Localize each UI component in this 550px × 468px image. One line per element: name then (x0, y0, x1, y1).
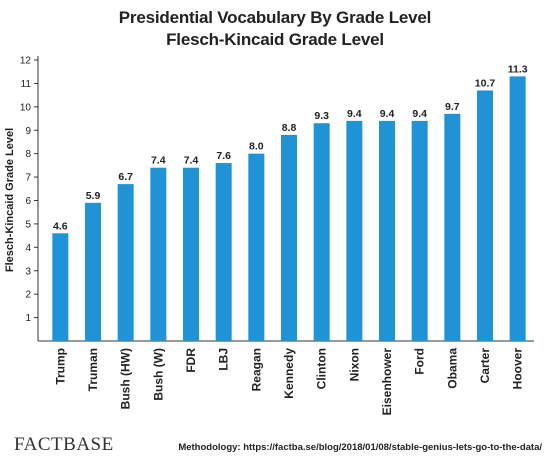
bar (346, 120, 363, 341)
bar (379, 120, 395, 341)
bar (411, 120, 428, 341)
bar (477, 90, 493, 341)
bar (313, 123, 330, 341)
chart-subtitle: Flesch-Kincaid Grade Level (166, 30, 384, 49)
x-tick-label: FDR (184, 348, 198, 373)
y-tick-label: 2 (25, 290, 31, 301)
y-tick-label: 5 (25, 219, 31, 230)
y-tick-label: 6 (25, 196, 31, 207)
x-tick-label: Kennedy (282, 348, 296, 399)
value-label: 9.4 (412, 108, 427, 120)
x-tick-label: Carter (478, 348, 492, 384)
bar (281, 134, 297, 341)
value-label: 11.3 (508, 63, 528, 75)
x-tick-label: Reagan (249, 348, 263, 391)
y-tick-label: 10 (20, 102, 32, 113)
value-label: 7.4 (151, 155, 166, 167)
y-tick-label: 8 (25, 149, 31, 160)
x-tick-label: LBJ (217, 348, 231, 371)
x-tick-label: Ford (413, 348, 427, 375)
value-label: 5.9 (86, 190, 101, 202)
value-label: 7.4 (184, 155, 199, 167)
bar (248, 153, 265, 341)
x-tick-label: Trump (53, 348, 67, 385)
x-tick-label: Hoover (511, 348, 525, 390)
value-labels: 4.6 5.9 6.7 7.4 7.4 7.6 8.0 8.8 9.3 9.4 9.4 9.4 9.7 1… (53, 63, 528, 232)
y-tick-label: 11 (21, 79, 32, 90)
value-label: 8.8 (282, 122, 297, 134)
value-label: 4.6 (53, 220, 68, 232)
x-tick-label: Bush (W) (151, 348, 165, 401)
bars (52, 76, 526, 342)
value-label: 8.0 (249, 141, 264, 153)
y-tick-label: 12 (20, 56, 32, 67)
bar (215, 163, 232, 341)
x-tick-label: Nixon (347, 348, 361, 381)
methodology-note: Methodology: https://factba.se/blog/2018… (178, 442, 542, 453)
x-tick-label: Clinton (315, 348, 329, 389)
x-tick-label: Truman (86, 348, 100, 391)
y-tick-label: 9 (25, 126, 31, 137)
bar (150, 167, 167, 341)
y-tick-label: 1 (25, 313, 31, 324)
y-tick-label: 4 (25, 243, 31, 254)
value-label: 9.7 (445, 101, 460, 113)
x-tick-label: Eisenhower (380, 348, 394, 416)
value-label: 9.4 (380, 108, 395, 120)
y-tick-label: 3 (25, 266, 31, 277)
x-tick-labels: Trump Truman Bush (HW) Bush (W) FDR LBJ Reagan… (53, 348, 524, 416)
bar (85, 202, 101, 341)
value-label: 7.6 (216, 150, 231, 162)
y-tick-label: 7 (25, 173, 31, 184)
factbase-logo: FACTBASE (14, 434, 114, 455)
bar (183, 167, 199, 341)
value-label: 6.7 (118, 171, 133, 183)
bar (444, 113, 461, 341)
bar (509, 76, 526, 342)
bar (117, 184, 134, 341)
x-tick-label: Bush (HW) (119, 348, 133, 409)
x-tick-label: Obama (445, 348, 459, 389)
bar (52, 233, 69, 341)
value-label: 9.3 (314, 110, 329, 122)
value-label: 10.7 (475, 77, 496, 89)
value-label: 9.4 (347, 108, 362, 120)
chart-title: Presidential Vocabulary By Grade Level (118, 8, 432, 27)
